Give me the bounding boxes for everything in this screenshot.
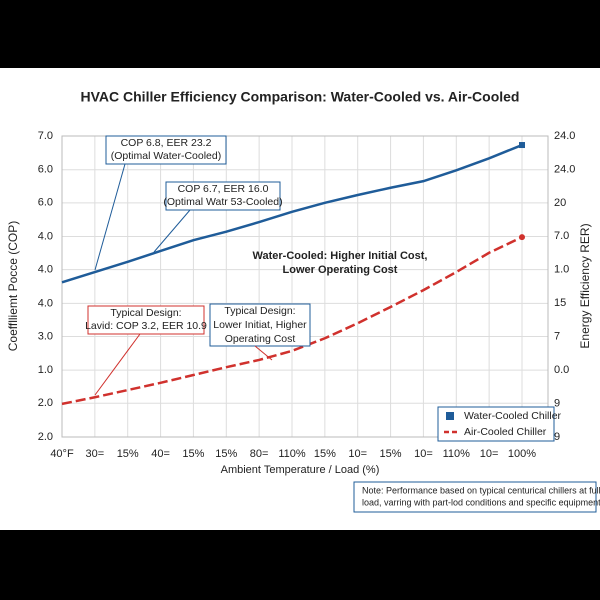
annotation-arrow	[94, 333, 141, 396]
annotation-text: Operating Cost	[225, 333, 296, 345]
plot: 7.0 6.0 6.0 4.0 4.0 4.0 3.0 1.0 2.0 2.0 24.0 24.0 20…	[38, 130, 576, 460]
annotations: COP 6.8, EER 23.2 (Optimal Water-Cooled)…	[85, 135, 428, 396]
x-tick-label: 10=	[480, 448, 499, 460]
annotation-text: (Optimal Watr 53-Cooled)	[163, 196, 282, 208]
legend: Water-Cooled Chiller Air-Cooled Chiller	[437, 406, 562, 442]
legend-label: Air-Cooled Chiller	[464, 426, 547, 438]
x-tick-label: 40=	[151, 448, 170, 460]
x-tick-label: 100%	[508, 448, 536, 460]
x-tick-label: 80=	[250, 448, 269, 460]
end-marker	[519, 234, 525, 241]
x-tick-label: 15%	[182, 448, 204, 460]
note-text: load, varring with part-lod conditions a…	[362, 497, 600, 507]
y2-tick-label: 24.0	[554, 163, 575, 175]
x-tick-label: 15%	[117, 448, 139, 460]
y-tick-label: 3.0	[38, 330, 53, 342]
y-tick-label: 4.0	[38, 297, 53, 309]
x-tick-label: 15%	[314, 448, 336, 460]
y2-tick-label: 7.0	[554, 230, 569, 242]
annotation-text: Water-Cooled: Higher Initial Cost,	[253, 250, 428, 262]
y2-tick-label: 20	[554, 197, 566, 209]
y-tick-label: 2.0	[38, 431, 53, 443]
y-axis-label: Coefflliemt Pocce (COP)	[6, 221, 20, 351]
annotation-text: (Optimal Water-Cooled)	[111, 150, 221, 162]
x-tick-label: 110%	[278, 448, 306, 460]
annotation-text: COP 6.7, EER 16.0	[178, 183, 269, 195]
legend-label: Water-Cooled Chiller	[464, 410, 562, 422]
x-tick-label: 30=	[86, 448, 105, 460]
y-tick-label: 6.0	[38, 164, 53, 176]
annotation-text: Typical Design:	[110, 307, 181, 319]
y2-tick-label: 1.0	[554, 264, 569, 276]
note-box	[353, 481, 597, 513]
x-tick-label: 10=	[414, 448, 433, 460]
annotation-box	[165, 181, 281, 211]
annotation-box	[87, 305, 205, 335]
annotation-text: Lower Operating Cost	[283, 264, 398, 276]
legend-swatch	[446, 412, 454, 420]
panel	[0, 68, 600, 530]
annotation-text: Lower Initiat, Higher	[213, 319, 307, 331]
y2-axis-label: Energy Efficiency RER)	[578, 223, 592, 348]
y-tick-label: 4.0	[38, 230, 53, 242]
note-text: Note: Performance based on typical centu…	[362, 485, 600, 495]
plot-frame	[61, 135, 549, 438]
annotation-box	[209, 303, 311, 347]
x-axis-label: Ambient Temperature / Load (%)	[221, 464, 380, 476]
y2-tick-label: 15	[554, 297, 566, 309]
chart-title: HVAC Chiller Efficiency Comparison: Wate…	[81, 89, 520, 105]
end-marker	[519, 142, 525, 149]
x-tick-label: 15%	[215, 448, 237, 460]
y2-tick-label: 24.0	[554, 130, 575, 142]
y-tick-label: 2.0	[38, 397, 53, 409]
x-tick-label: 15%	[380, 448, 402, 460]
y2-tick-label: 9	[554, 431, 560, 443]
x-tick-label: 40°F	[50, 448, 74, 460]
annotation-arrow	[153, 209, 191, 253]
annotation-box	[105, 135, 227, 165]
y-tick-label: 6.0	[38, 197, 53, 209]
annotation-text: Lavid: COP 3.2, EER 10.9	[85, 320, 207, 332]
y2-tick-label: 7	[554, 331, 560, 343]
series-line	[61, 236, 523, 406]
y-tick-label: 1.0	[38, 364, 53, 376]
series-line	[61, 143, 523, 284]
y-tick-label: 4.0	[38, 264, 53, 276]
x-tick-label: 10=	[348, 448, 367, 460]
annotation-text: Typical Design:	[224, 305, 295, 317]
x-tick-label: 110%	[443, 448, 471, 460]
y2-tick-label: 9	[554, 397, 560, 409]
legend-box	[437, 406, 555, 442]
annotation-arrow	[254, 345, 273, 361]
y-tick-label: 7.0	[38, 130, 53, 142]
y2-tick-label: 0.0	[554, 364, 569, 376]
annotation-text: COP 6.8, EER 23.2	[121, 137, 212, 149]
annotation-arrow	[94, 163, 126, 271]
